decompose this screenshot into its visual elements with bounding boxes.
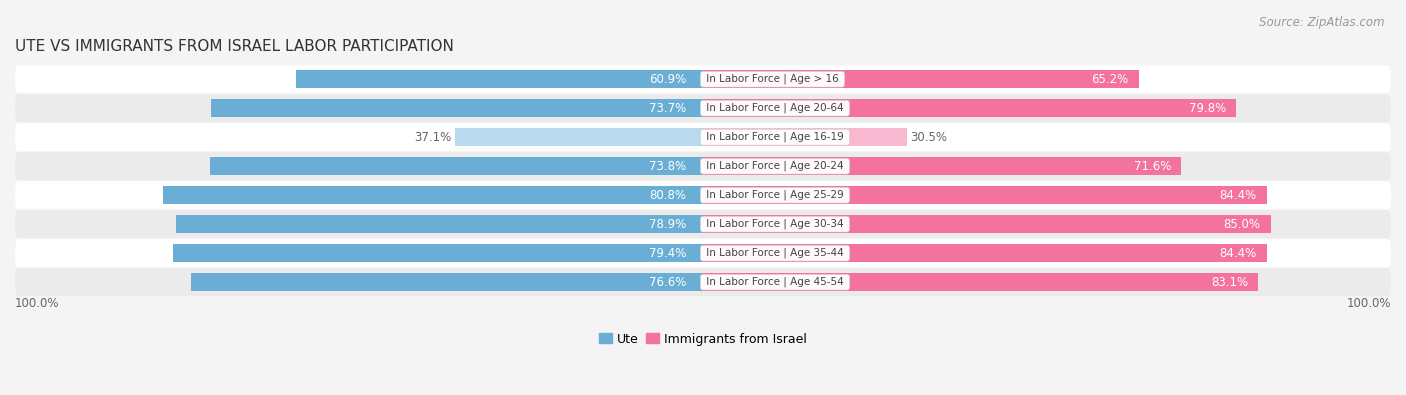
Text: 60.9%: 60.9% [650,73,686,86]
Bar [211,99,703,117]
Text: In Labor Force | Age 25-29: In Labor Force | Age 25-29 [703,190,846,200]
Bar [703,273,1258,291]
Text: 100.0%: 100.0% [1347,297,1391,310]
Text: In Labor Force | Age 20-64: In Labor Force | Age 20-64 [703,103,846,113]
Bar [703,157,1181,175]
Bar [703,244,1267,262]
Text: 71.6%: 71.6% [1133,160,1171,173]
FancyBboxPatch shape [15,94,1391,122]
Text: In Labor Force | Age 45-54: In Labor Force | Age 45-54 [703,277,846,288]
Text: 79.4%: 79.4% [650,247,686,260]
Text: 78.9%: 78.9% [650,218,686,231]
Bar [191,273,703,291]
Text: 79.8%: 79.8% [1188,102,1226,115]
Text: 76.6%: 76.6% [650,276,686,289]
Bar [703,70,1139,88]
Bar [703,128,907,146]
FancyBboxPatch shape [15,210,1391,238]
FancyBboxPatch shape [15,123,1391,151]
Text: 73.7%: 73.7% [650,102,686,115]
Legend: Ute, Immigrants from Israel: Ute, Immigrants from Israel [599,333,807,346]
Bar [173,244,703,262]
Text: 37.1%: 37.1% [415,131,451,144]
Text: 84.4%: 84.4% [1219,189,1257,202]
Text: In Labor Force | Age 35-44: In Labor Force | Age 35-44 [703,248,846,258]
Text: 65.2%: 65.2% [1091,73,1129,86]
Bar [703,215,1271,233]
Bar [176,215,703,233]
Bar [703,99,1236,117]
Text: 80.8%: 80.8% [650,189,686,202]
Bar [456,128,703,146]
Text: 73.8%: 73.8% [650,160,686,173]
Text: 30.5%: 30.5% [910,131,948,144]
Text: 85.0%: 85.0% [1223,218,1261,231]
Text: 83.1%: 83.1% [1211,276,1249,289]
Bar [297,70,703,88]
FancyBboxPatch shape [15,239,1391,267]
Text: In Labor Force | Age 20-24: In Labor Force | Age 20-24 [703,161,846,171]
FancyBboxPatch shape [15,65,1391,93]
Bar [163,186,703,204]
FancyBboxPatch shape [15,268,1391,296]
Text: 84.4%: 84.4% [1219,247,1257,260]
Text: 100.0%: 100.0% [15,297,59,310]
Bar [209,157,703,175]
Text: Source: ZipAtlas.com: Source: ZipAtlas.com [1260,16,1385,29]
Text: UTE VS IMMIGRANTS FROM ISRAEL LABOR PARTICIPATION: UTE VS IMMIGRANTS FROM ISRAEL LABOR PART… [15,39,454,54]
Bar [703,186,1267,204]
FancyBboxPatch shape [15,152,1391,180]
Text: In Labor Force | Age 16-19: In Labor Force | Age 16-19 [703,132,846,143]
Text: In Labor Force | Age > 16: In Labor Force | Age > 16 [703,74,842,85]
FancyBboxPatch shape [15,181,1391,209]
Text: In Labor Force | Age 30-34: In Labor Force | Age 30-34 [703,219,846,229]
